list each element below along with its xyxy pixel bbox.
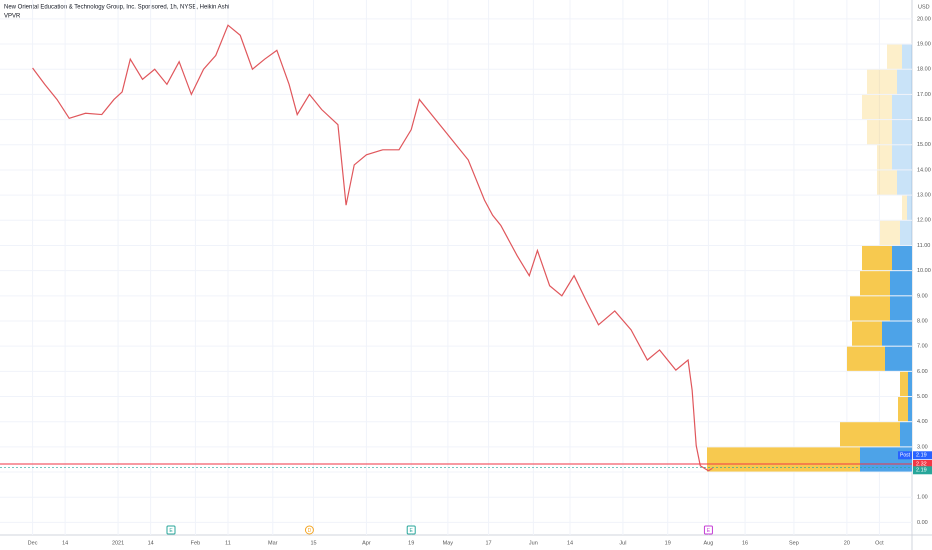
volume-up [900, 220, 912, 245]
event-label: D [308, 528, 312, 534]
y-tick-label: 11.00 [917, 243, 930, 249]
volume-down [900, 371, 908, 397]
y-tick-label: 12.00 [917, 218, 931, 224]
volume-up [892, 94, 912, 120]
y-tick-label: 19.00 [917, 42, 931, 48]
volume-down [862, 94, 892, 120]
post-price-tag [913, 451, 932, 460]
volume-up [890, 271, 912, 296]
volume-down [877, 145, 892, 170]
event-marker [703, 525, 713, 535]
volume-down [860, 271, 890, 296]
y-tick-label: 0.00 [917, 520, 928, 526]
volume-down [852, 321, 882, 346]
y-tick-label: 10.00 [917, 268, 931, 274]
volume-down [840, 422, 900, 447]
y-tick-label: 5.00 [917, 394, 928, 400]
x-tick-label: Sep [789, 540, 799, 546]
volume-up [892, 245, 912, 271]
x-tick-label: Jun [529, 540, 538, 546]
volume-up [892, 145, 912, 170]
x-tick-label: 14 [148, 540, 154, 546]
x-tick-label: Aug [704, 540, 714, 546]
event-label: E [410, 528, 414, 534]
post-tag [898, 451, 912, 460]
indicator-label: VPVR [4, 14, 21, 20]
price-tag [913, 460, 932, 469]
volume-down [887, 44, 902, 69]
event-label: E [169, 528, 173, 534]
volume-down [862, 245, 892, 271]
event-marker [166, 525, 176, 535]
x-tick-label: Apr [362, 540, 371, 546]
x-tick-label: 19 [665, 540, 671, 546]
x-tick-label: Oct [875, 540, 884, 546]
volume-down [867, 120, 892, 145]
volume-down [898, 397, 908, 422]
x-tick-label: 19 [408, 540, 414, 546]
event-marker [304, 525, 314, 535]
volume-down [877, 170, 897, 195]
volume-down [902, 195, 907, 220]
x-tick-label: Mar [268, 540, 278, 546]
post-price-label: 2.19 [916, 453, 927, 459]
volume-up [902, 44, 912, 69]
price-tag-label: 2.32 [916, 461, 927, 467]
y-tick-label: 16.00 [917, 117, 931, 123]
y-tick-label: 13.00 [917, 193, 931, 199]
volume-down [850, 296, 890, 321]
x-tick-label: 2021 [112, 540, 124, 546]
y-tick-label: 15.00 [917, 142, 931, 148]
y-tick-label: 17.00 [917, 92, 931, 98]
volume-up [892, 120, 912, 145]
volume-up [897, 170, 912, 195]
event-marker [406, 525, 416, 535]
chart-title: New Oriental Education & Technology Grou… [4, 5, 229, 11]
volume-up [908, 397, 912, 422]
y-tick-label: 4.00 [917, 419, 928, 425]
volume-down [707, 447, 860, 472]
post-tag-text: Post [900, 453, 911, 459]
volume-down [867, 69, 897, 94]
volume-up [890, 296, 912, 321]
y-tick-label: 14.00 [917, 167, 931, 173]
volume-up [882, 321, 912, 346]
x-tick-label: Dec [28, 540, 38, 546]
volume-down [847, 346, 885, 371]
y-tick-label: 18.00 [917, 67, 931, 73]
x-tick-label: 14 [567, 540, 573, 546]
x-tick-label: 16 [742, 540, 748, 546]
price-tag-label: 2.19 [916, 468, 927, 474]
y-tick-label: 6.00 [917, 369, 928, 375]
price-tag [913, 466, 932, 475]
x-tick-label: May [443, 540, 454, 546]
x-tick-label: 14 [62, 540, 68, 546]
volume-down [880, 220, 900, 245]
y-tick-label: 3.00 [917, 444, 928, 450]
volume-up [908, 371, 912, 397]
y-tick-label: 9.00 [917, 293, 928, 299]
x-tick-label: Feb [191, 540, 200, 546]
y-tick-label: 8.00 [917, 318, 928, 324]
x-tick-label: 17 [486, 540, 492, 546]
x-tick-label: Jul [619, 540, 626, 546]
volume-up [885, 346, 912, 371]
volume-up [897, 69, 912, 94]
price-line [32, 24, 713, 472]
event-label: E [707, 528, 711, 534]
x-tick-label: 15 [310, 540, 316, 546]
y-tick-label: 1.00 [917, 495, 928, 501]
volume-up [860, 447, 912, 472]
volume-up [900, 422, 912, 447]
volume-up [907, 195, 912, 220]
y-tick-label: 7.00 [917, 344, 928, 350]
y-tick-label: 20.00 [917, 16, 931, 22]
x-tick-label: 20 [844, 540, 850, 546]
y-axis-label: USD [918, 4, 930, 10]
x-tick-label: 11 [225, 540, 231, 546]
